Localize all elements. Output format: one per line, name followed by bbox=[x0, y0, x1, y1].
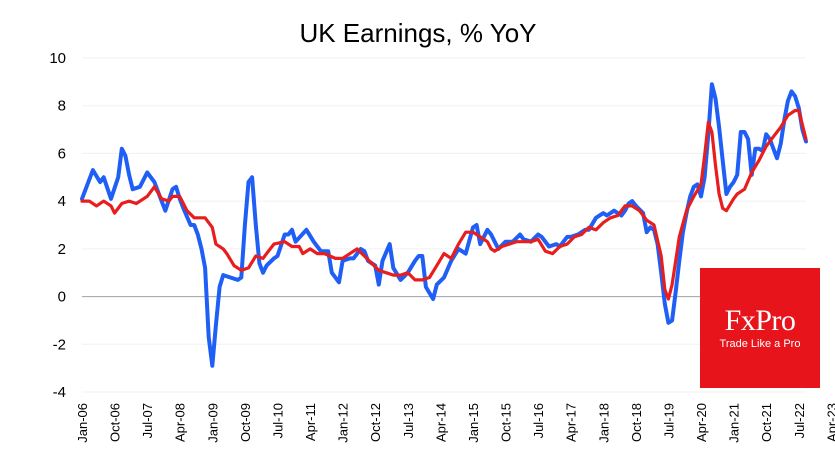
y-tick-label: -4 bbox=[53, 384, 66, 401]
logo-tagline: Trade Like a Pro bbox=[719, 338, 801, 350]
y-tick-label: 6 bbox=[58, 145, 66, 162]
x-tick-label: Jul-22 bbox=[792, 403, 807, 438]
x-tick-label: Jan-06 bbox=[75, 403, 90, 443]
x-tick-label: Jan-15 bbox=[466, 403, 481, 443]
x-tick-label: Oct-12 bbox=[368, 403, 383, 442]
x-tick-label: Oct-21 bbox=[759, 403, 774, 442]
x-tick-label: Apr-20 bbox=[694, 403, 709, 442]
x-tick-label: Jan-09 bbox=[205, 403, 220, 443]
y-tick-label: 0 bbox=[58, 289, 66, 306]
x-tick-label: Apr-23 bbox=[824, 403, 835, 442]
y-tick-label: 8 bbox=[58, 98, 66, 115]
series-line-2 bbox=[80, 108, 808, 301]
x-tick-label: Jul-16 bbox=[531, 403, 546, 438]
x-tick-label: Jan-18 bbox=[596, 403, 611, 443]
x-tick-label: Jul-19 bbox=[661, 403, 676, 438]
x-tick-label: Jul-10 bbox=[270, 403, 285, 438]
x-tick-label: Jul-13 bbox=[401, 403, 416, 438]
series-lines bbox=[80, 82, 808, 368]
y-tick-label: 10 bbox=[49, 50, 66, 67]
x-tick-label: Oct-15 bbox=[499, 403, 514, 442]
chart-title: UK Earnings, % YoY bbox=[299, 18, 536, 48]
series-line-1 bbox=[80, 82, 808, 368]
x-tick-label: Jan-12 bbox=[336, 403, 351, 443]
x-tick-label: Apr-14 bbox=[433, 403, 448, 442]
x-tick-label: Oct-18 bbox=[629, 403, 644, 442]
x-tick-label: Oct-09 bbox=[238, 403, 253, 442]
x-tick-label: Oct-06 bbox=[108, 403, 123, 442]
x-tick-label: Jul-07 bbox=[140, 403, 155, 438]
x-tick-label: Apr-08 bbox=[173, 403, 188, 442]
x-tick-label: Apr-17 bbox=[564, 403, 579, 442]
y-tick-label: 2 bbox=[58, 241, 66, 258]
y-tick-label: -2 bbox=[53, 336, 66, 353]
logo-name: FxPro bbox=[724, 304, 796, 337]
y-tick-label: 4 bbox=[58, 193, 66, 210]
y-axis-ticks: 10 8 6 4 2 0 -2 -4 bbox=[49, 50, 66, 401]
x-tick-label: Jan-21 bbox=[727, 403, 742, 443]
x-axis-ticks: Jan-06 Oct-06 Jul-07 Apr-08 Jan-09 Oct-09 Jul-… bbox=[75, 403, 835, 443]
x-tick-label: Apr-11 bbox=[303, 403, 318, 441]
fxpro-logo: FxPro Trade Like a Pro bbox=[700, 268, 820, 388]
